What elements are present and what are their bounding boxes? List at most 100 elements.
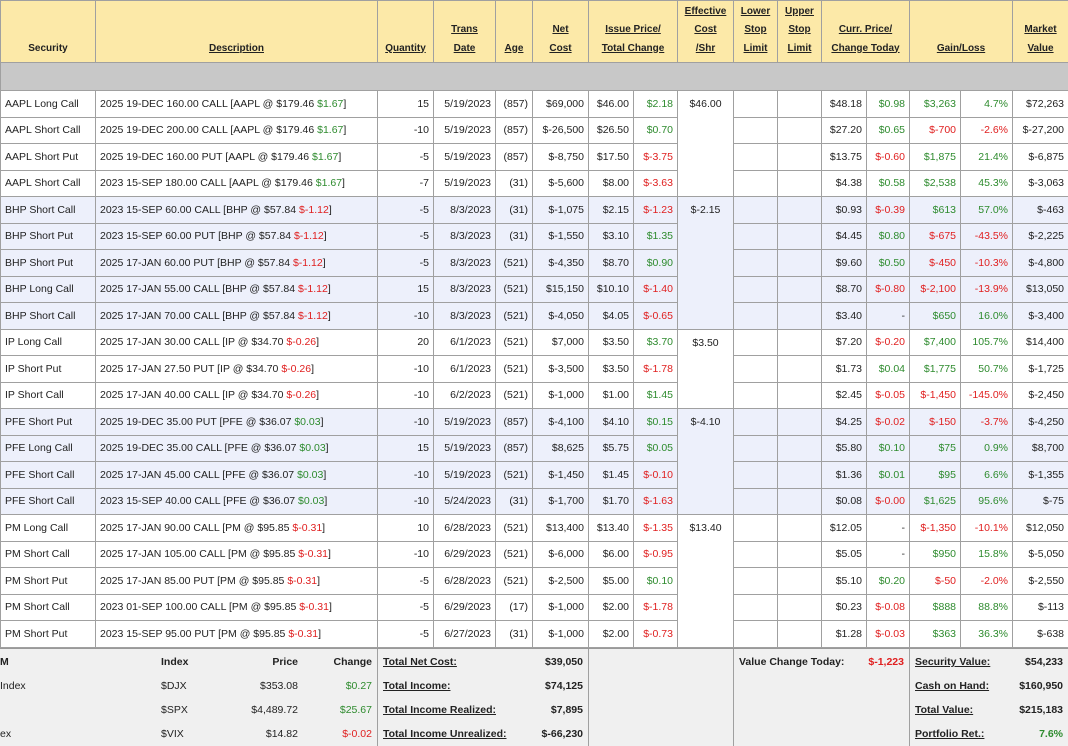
summary-value: $215,183 xyxy=(1019,698,1063,722)
lower-stop-limit xyxy=(734,250,778,277)
age: (17) xyxy=(496,594,533,621)
quantity: -5 xyxy=(378,594,434,621)
trans-date: 5/19/2023 xyxy=(434,144,496,171)
net-cost: $-4,100 xyxy=(533,409,589,436)
index-name: Index xyxy=(0,674,26,698)
description-text: 2025 19-DEC 35.00 PUT [PFE @ $36.07 xyxy=(100,416,294,428)
security: AAPL Short Call xyxy=(1,170,96,197)
issue-price: $6.00 xyxy=(589,541,634,568)
description-cell: 2023 15-SEP 60.00 CALL [BHP @ $57.84 $-1… xyxy=(96,197,378,224)
gain: $1,625 xyxy=(910,488,961,515)
quantity: -10 xyxy=(378,303,434,330)
underlying-change: $-0.31 xyxy=(299,601,329,613)
market-value: $12,050 xyxy=(1013,515,1068,542)
upper-stop-limit xyxy=(778,144,822,171)
issue-price: $4.05 xyxy=(589,303,634,330)
upper-stop-limit xyxy=(778,329,822,356)
lower-stop-limit xyxy=(734,568,778,595)
separator-bar xyxy=(1,63,1068,91)
description-text: 2025 17-JAN 60.00 PUT [BHP @ $57.84 xyxy=(100,257,293,269)
change-today: $-0.02 xyxy=(867,409,910,436)
total-change: $-1.78 xyxy=(634,594,678,621)
description-cell: 2023 15-SEP 60.00 PUT [BHP @ $57.84 $-1.… xyxy=(96,223,378,250)
effective-cost: $-4.10 xyxy=(678,409,734,515)
upper-stop-limit xyxy=(778,488,822,515)
description-text: ] xyxy=(342,177,345,189)
description-text: 2025 17-JAN 85.00 PUT [PM @ $95.85 xyxy=(100,575,287,587)
description-text: 2025 19-DEC 160.00 PUT [AAPL @ $179.46 xyxy=(100,151,312,163)
issue-price: $1.45 xyxy=(589,462,634,489)
age: (521) xyxy=(496,515,533,542)
change-today: $0.58 xyxy=(867,170,910,197)
curr-price: $1.28 xyxy=(822,621,867,648)
header-text: Limit xyxy=(744,43,768,54)
underlying-change: $0.03 xyxy=(297,469,323,481)
lower-stop-limit xyxy=(734,409,778,436)
gain: $-50 xyxy=(910,568,961,595)
market-value: $-4,800 xyxy=(1013,250,1068,277)
quantity: 20 xyxy=(378,329,434,356)
total-change: $0.15 xyxy=(634,409,678,436)
description-text: ] xyxy=(328,283,331,295)
issue-price: $3.50 xyxy=(589,356,634,383)
age: (31) xyxy=(496,223,533,250)
net-cost: $-6,000 xyxy=(533,541,589,568)
issue-price: $1.00 xyxy=(589,382,634,409)
gain-pct: -3.7% xyxy=(961,409,1013,436)
curr-price: $8.70 xyxy=(822,276,867,303)
age: (857) xyxy=(496,91,533,118)
issue-price: $2.15 xyxy=(589,197,634,224)
change-today: - xyxy=(867,541,910,568)
lower-stop-limit xyxy=(734,91,778,118)
description-text: 2025 17-JAN 55.00 CALL [BHP @ $57.84 xyxy=(100,283,298,295)
quantity: 15 xyxy=(378,276,434,303)
gain-pct: 105.7% xyxy=(961,329,1013,356)
market-value: $13,050 xyxy=(1013,276,1068,303)
gain: $3,263 xyxy=(910,91,961,118)
trans-date: 6/1/2023 xyxy=(434,329,496,356)
trans-date: 6/28/2023 xyxy=(434,568,496,595)
net-cost: $-1,550 xyxy=(533,223,589,250)
market-value: $-4,250 xyxy=(1013,409,1068,436)
net-cost: $15,150 xyxy=(533,276,589,303)
description-text: ] xyxy=(328,548,331,560)
underlying-change: $-0.31 xyxy=(292,522,322,534)
trans-date: 5/19/2023 xyxy=(434,462,496,489)
total-change: $1.45 xyxy=(634,382,678,409)
gain-pct: -2.6% xyxy=(961,117,1013,144)
trans-date: 6/29/2023 xyxy=(434,541,496,568)
header-text: Curr. Price/ xyxy=(839,24,892,35)
gain-pct: 0.9% xyxy=(961,435,1013,462)
description-text: ] xyxy=(329,204,332,216)
quantity: -5 xyxy=(378,144,434,171)
change-today: $-0.05 xyxy=(867,382,910,409)
underlying-change: $1.67 xyxy=(312,151,338,163)
security: BHP Short Put xyxy=(1,223,96,250)
net-cost: $-8,750 xyxy=(533,144,589,171)
change-today: $0.20 xyxy=(867,568,910,595)
change-today: - xyxy=(867,303,910,330)
market-value: $8,700 xyxy=(1013,435,1068,462)
net-cost: $-4,350 xyxy=(533,250,589,277)
header-text: Total Change xyxy=(602,43,665,54)
market-value: $72,263 xyxy=(1013,91,1068,118)
change-today: $-0.03 xyxy=(867,621,910,648)
total-change: $-3.75 xyxy=(634,144,678,171)
curr-price: $27.20 xyxy=(822,117,867,144)
security: BHP Short Put xyxy=(1,250,96,277)
header-text: Value xyxy=(1027,43,1053,54)
change-today: $-0.20 xyxy=(867,329,910,356)
total-value: $74,125 xyxy=(545,674,583,698)
divider xyxy=(588,649,589,746)
quantity: -10 xyxy=(378,409,434,436)
security: PFE Long Call xyxy=(1,435,96,462)
gain: $95 xyxy=(910,462,961,489)
age: (521) xyxy=(496,276,533,303)
position-row: BHP Short Put 2025 17-JAN 60.00 PUT [BHP … xyxy=(1,250,1068,277)
